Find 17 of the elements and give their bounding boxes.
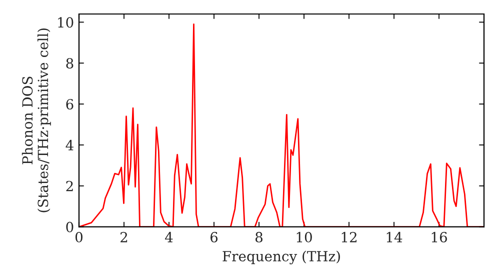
y-tick-label: 6 (66, 99, 74, 110)
x-tick-label: 6 (210, 232, 218, 242)
x-tick-label: 14 (386, 232, 402, 242)
x-tick-label: 0 (75, 232, 82, 242)
y-tick-label: 10 (58, 17, 74, 28)
x-tick-label: 12 (342, 232, 356, 242)
x-tick-label: 8 (256, 232, 262, 242)
x-tick-label: 16 (432, 232, 447, 242)
y-tick-label: 0 (66, 222, 74, 232)
y-axis-title: Phonon DOS (States/THz·primitive cell) (22, 28, 51, 212)
y-tick-label: 2 (66, 180, 73, 192)
y-tick-label: 4 (66, 140, 74, 150)
x-tick-label: 2 (120, 232, 128, 242)
x-axis-title: Frequency (THz) (222, 250, 340, 264)
x-tick-label: 10 (296, 232, 312, 242)
y-tick-label: 8 (66, 58, 74, 69)
x-tick-label: 4 (165, 232, 173, 242)
